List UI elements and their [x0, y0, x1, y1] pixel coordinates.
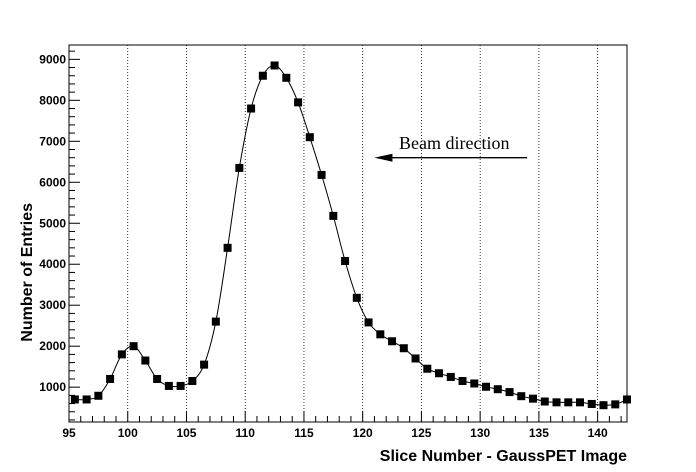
- data-point-marker: [364, 318, 373, 327]
- data-point-marker: [282, 73, 291, 82]
- data-point-marker: [352, 293, 361, 302]
- annotation-layer: Beam direction: [374, 133, 528, 162]
- x-axis-title: Slice Number - GaussPET Image: [380, 448, 627, 465]
- data-point-marker: [294, 98, 303, 107]
- data-point-marker: [599, 401, 608, 410]
- data-point-marker: [376, 330, 385, 339]
- y-tick-label: 8000: [39, 93, 66, 107]
- y-tick-label: 7000: [39, 134, 66, 148]
- data-point-marker: [270, 61, 279, 70]
- y-tick-label: 2000: [39, 339, 66, 353]
- data-point-marker: [611, 400, 620, 409]
- data-point-marker: [458, 377, 467, 386]
- data-point-marker: [164, 381, 173, 390]
- data-point-marker: [446, 372, 455, 381]
- x-tick-label: 115: [294, 426, 314, 440]
- data-point-marker: [505, 388, 514, 397]
- data-point-marker: [247, 104, 256, 113]
- data-point-marker: [470, 379, 479, 388]
- x-tick-label: 130: [470, 426, 490, 440]
- data-point-marker: [329, 211, 338, 220]
- data-point-marker: [564, 398, 573, 407]
- data-point-marker: [435, 369, 444, 378]
- x-tick-label: 110: [236, 426, 256, 440]
- data-point-marker: [552, 398, 561, 407]
- data-point-marker: [129, 342, 138, 351]
- data-point-marker: [235, 163, 244, 172]
- data-point-marker: [70, 395, 79, 404]
- marker-layer: [70, 61, 631, 410]
- data-point-marker: [200, 360, 209, 369]
- x-tick-label: 135: [529, 426, 549, 440]
- data-point-marker: [188, 377, 197, 386]
- tick-layer: [68, 50, 622, 422]
- annotation-arrow-head: [374, 153, 393, 162]
- data-point-marker: [576, 398, 585, 407]
- data-point-marker: [482, 382, 491, 391]
- data-point-marker: [94, 391, 103, 400]
- x-tick-label: 140: [588, 426, 608, 440]
- x-tick-label: 125: [411, 426, 431, 440]
- y-tick-label: 5000: [39, 216, 66, 230]
- data-point-marker: [341, 256, 350, 265]
- y-tick-label: 1000: [39, 380, 66, 394]
- data-point-marker: [117, 350, 126, 359]
- x-tick-label: 120: [353, 426, 373, 440]
- data-point-marker: [493, 385, 502, 394]
- plot-frame: [68, 44, 628, 423]
- data-point-marker: [176, 381, 185, 390]
- data-point-marker: [258, 71, 267, 80]
- data-point-marker: [82, 395, 91, 404]
- x-tick-label: 105: [176, 426, 196, 440]
- data-point-marker: [141, 356, 150, 365]
- data-point-marker: [153, 374, 162, 383]
- y-axis-title: Number of Entries: [19, 203, 36, 342]
- x-tick-label: 95: [62, 426, 76, 440]
- data-point-marker: [399, 344, 408, 353]
- data-point-marker: [529, 394, 538, 403]
- data-point-marker: [211, 317, 220, 326]
- data-point-marker: [305, 133, 314, 142]
- y-tick-label: 6000: [39, 175, 66, 189]
- data-point-marker: [517, 392, 526, 401]
- y-tick-label: 3000: [39, 298, 66, 312]
- data-point-marker: [587, 399, 596, 408]
- annotation-beam-direction: Beam direction: [399, 133, 509, 153]
- y-tick-label: 4000: [39, 257, 66, 271]
- data-point-marker: [411, 354, 420, 363]
- data-point-marker: [106, 374, 115, 383]
- data-point-marker: [540, 397, 549, 406]
- data-point-marker: [423, 364, 432, 373]
- data-point-marker: [388, 337, 397, 346]
- x-tick-label: 100: [118, 426, 138, 440]
- data-point-marker: [317, 170, 326, 179]
- data-point-marker: [223, 243, 232, 252]
- label-layer: 95 100 105 110 115 120 125 130 135 140 1000 2000 300…: [39, 52, 608, 440]
- y-tick-label: 9000: [39, 52, 66, 66]
